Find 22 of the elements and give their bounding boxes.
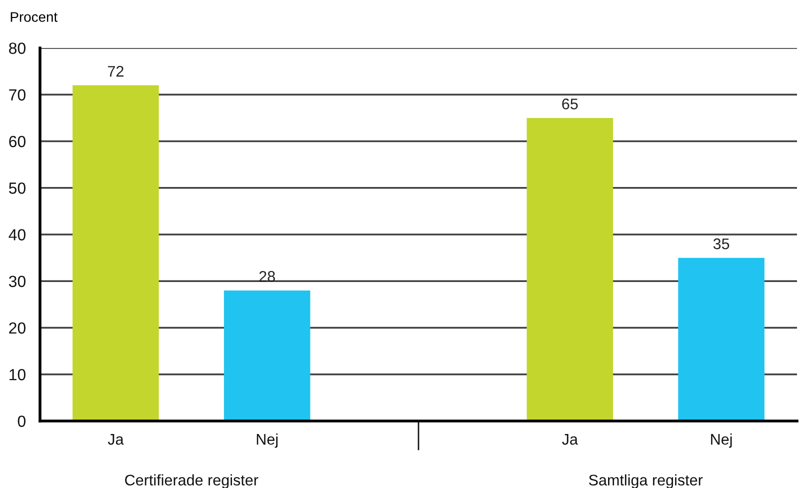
y-tick-label: 10 <box>10 369 26 380</box>
y-tick-label: 40 <box>8 229 26 240</box>
y-tick-label: 30 <box>8 276 26 288</box>
bar <box>678 258 764 421</box>
bar <box>72 85 159 421</box>
bar <box>224 290 310 421</box>
y-tick-label: 80 <box>9 42 26 54</box>
x-tick-label: Ja <box>108 434 124 445</box>
bar <box>526 118 614 421</box>
data-label: 35 <box>713 238 730 250</box>
data-label: 65 <box>562 98 578 110</box>
data-label: 72 <box>108 66 124 77</box>
x-tick-label: Ja <box>562 434 578 445</box>
x-tick-label: Nej <box>256 434 278 448</box>
x-tick-label: Nej <box>711 434 732 448</box>
y-tick-label: 0 <box>18 416 26 427</box>
data-label: 28 <box>259 271 275 282</box>
y-tick-label: 50 <box>8 182 26 194</box>
y-tick-label: 70 <box>9 89 26 101</box>
y-tick-label: 20 <box>9 322 26 334</box>
y-tick-label: 60 <box>9 136 26 148</box>
y-axis-title: Procent <box>10 12 58 22</box>
